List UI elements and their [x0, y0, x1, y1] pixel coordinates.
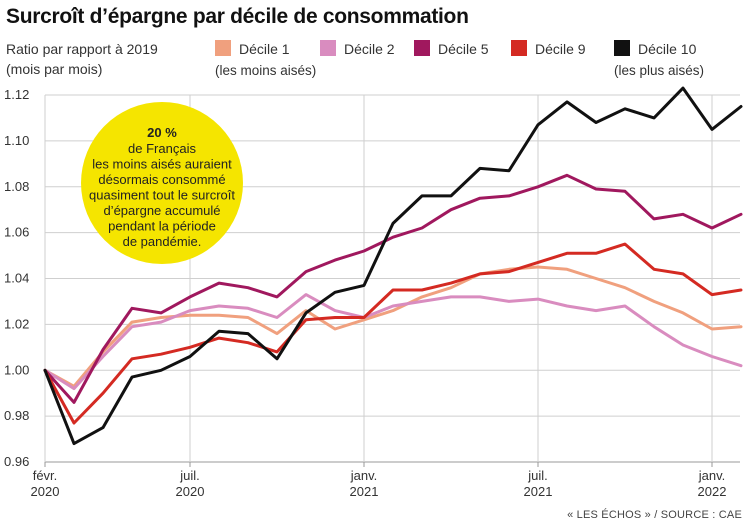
legend-swatch-decile-5 — [414, 40, 430, 56]
annotation-line: de pandémie. — [123, 234, 202, 249]
x-tick-label-year: 2022 — [698, 484, 727, 499]
x-tick-label-month: juil. — [527, 468, 548, 483]
legend-item-decile-10: Décile 10 — [614, 40, 696, 57]
y-tick-label: 1.00 — [4, 362, 29, 377]
legend-label-decile-5: Décile 5 — [438, 41, 489, 57]
annotation-line: quasiment tout le surcroît — [89, 188, 235, 203]
series-line-d-cile-1 — [43, 265, 743, 388]
series-line-d-cile-5 — [43, 173, 743, 404]
x-tick-label-year: 2020 — [31, 484, 60, 499]
y-tick-label: 1.06 — [4, 225, 29, 240]
annotation-line: pendant la période — [108, 219, 216, 234]
legend-item-decile-1: Décile 1 — [215, 40, 290, 57]
chart-subtitle-line1: Ratio par rapport à 2019 — [6, 41, 158, 57]
annotation-line: d’épargne accumulé — [103, 203, 220, 218]
x-tick-label-year: 2020 — [176, 484, 205, 499]
series-line-d-cile-9 — [43, 242, 743, 425]
y-tick-label: 0.96 — [4, 454, 29, 469]
legend-swatch-decile-1 — [215, 40, 231, 56]
legend-item-decile-9: Décile 9 — [511, 40, 586, 57]
legend-label-decile-1: Décile 1 — [239, 41, 290, 57]
annotation-line: désormais consommé — [98, 172, 225, 187]
source-credit: « LES ÉCHOS » / SOURCE : CAE — [567, 509, 742, 521]
y-tick-label: 1.04 — [4, 271, 29, 286]
legend-note-decile-1: (les moins aisés) — [215, 63, 317, 78]
x-tick-label-month: févr. — [33, 468, 58, 483]
series-line-d-cile-10 — [43, 86, 743, 446]
y-tick-label: 0.98 — [4, 408, 29, 423]
legend-note-decile-10: (les plus aisés) — [614, 63, 705, 78]
y-tick-label: 1.10 — [4, 133, 29, 148]
legend-label-decile-10: Décile 10 — [638, 41, 697, 57]
annotation-line: de Français — [128, 141, 196, 156]
annotation-headline: 20 % — [147, 125, 177, 140]
x-tick-label-year: 2021 — [350, 484, 379, 499]
y-tick-label: 1.08 — [4, 179, 29, 194]
chart-subtitle-line2: (mois par mois) — [6, 61, 103, 77]
annotation-bubble — [81, 102, 243, 264]
y-tick-label: 1.02 — [4, 316, 29, 331]
chart-title: Surcroît d’épargne par décile de consomm… — [6, 5, 469, 28]
legend-item-decile-2: Décile 2 — [320, 40, 395, 57]
legend-swatch-decile-10 — [614, 40, 630, 56]
x-tick-label-year: 2021 — [524, 484, 553, 499]
legend-label-decile-2: Décile 2 — [344, 41, 395, 57]
y-tick-label: 1.12 — [4, 87, 29, 102]
x-tick-label-month: janv. — [350, 468, 378, 483]
legend-swatch-decile-2 — [320, 40, 336, 56]
x-tick-label-month: juil. — [179, 468, 200, 483]
annotation-line: les moins aisés auraient — [92, 157, 232, 172]
x-tick-label-month: janv. — [698, 468, 726, 483]
legend-label-decile-9: Décile 9 — [535, 41, 586, 57]
legend-swatch-decile-9 — [511, 40, 527, 56]
series-line-d-cile-2 — [43, 293, 743, 391]
legend-item-decile-5: Décile 5 — [414, 40, 489, 57]
